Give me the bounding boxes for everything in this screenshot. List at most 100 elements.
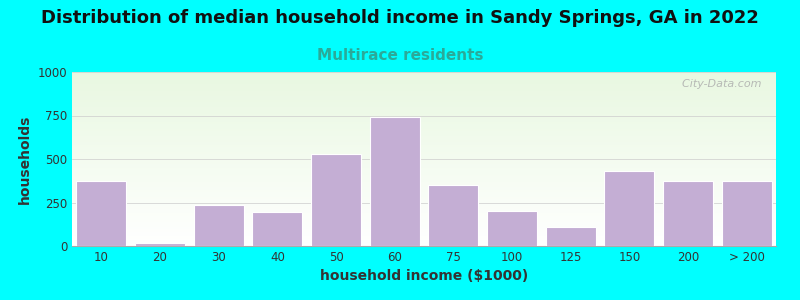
Bar bbox=[72, 161, 776, 163]
Bar bbox=[72, 225, 776, 227]
Bar bbox=[72, 201, 776, 203]
Bar bbox=[72, 204, 776, 206]
Bar bbox=[72, 94, 776, 96]
Bar bbox=[72, 138, 776, 140]
Bar bbox=[72, 173, 776, 175]
Bar bbox=[72, 237, 776, 239]
Bar bbox=[72, 230, 776, 232]
Bar bbox=[72, 211, 776, 213]
Bar bbox=[72, 169, 776, 171]
Bar bbox=[72, 208, 776, 209]
Bar bbox=[72, 242, 776, 244]
Bar bbox=[72, 79, 776, 81]
Bar bbox=[72, 84, 776, 86]
Bar bbox=[72, 171, 776, 173]
Bar bbox=[72, 215, 776, 216]
Bar bbox=[72, 91, 776, 93]
Bar bbox=[72, 122, 776, 124]
Bar bbox=[72, 239, 776, 241]
Bar bbox=[72, 164, 776, 166]
Bar bbox=[605, 171, 654, 246]
Bar bbox=[72, 163, 776, 164]
Bar bbox=[72, 114, 776, 116]
Bar bbox=[72, 124, 776, 126]
Bar bbox=[72, 77, 776, 79]
Bar bbox=[72, 166, 776, 168]
Bar bbox=[72, 182, 776, 183]
Bar bbox=[72, 145, 776, 147]
Bar bbox=[72, 202, 776, 204]
Bar bbox=[72, 159, 776, 161]
Y-axis label: households: households bbox=[18, 114, 32, 204]
Bar bbox=[72, 187, 776, 189]
Bar bbox=[72, 112, 776, 114]
Bar bbox=[72, 128, 776, 129]
Bar bbox=[72, 81, 776, 82]
Bar bbox=[72, 183, 776, 185]
Bar bbox=[72, 222, 776, 224]
Bar bbox=[194, 205, 243, 246]
Bar bbox=[429, 185, 478, 246]
X-axis label: household income ($1000): household income ($1000) bbox=[320, 269, 528, 284]
Bar bbox=[72, 109, 776, 110]
Bar bbox=[72, 89, 776, 91]
Bar bbox=[72, 96, 776, 98]
Bar bbox=[72, 88, 776, 89]
Bar bbox=[72, 232, 776, 234]
Bar bbox=[72, 152, 776, 154]
Bar bbox=[72, 197, 776, 199]
Bar bbox=[546, 227, 595, 246]
Bar bbox=[72, 192, 776, 194]
Bar bbox=[72, 216, 776, 218]
Bar bbox=[487, 211, 537, 246]
Bar bbox=[72, 110, 776, 112]
Bar bbox=[72, 241, 776, 242]
Bar bbox=[72, 131, 776, 133]
Bar bbox=[72, 150, 776, 152]
Bar bbox=[72, 244, 776, 246]
Bar bbox=[72, 82, 776, 84]
Bar bbox=[72, 98, 776, 100]
Bar bbox=[72, 103, 776, 105]
Bar bbox=[72, 72, 776, 74]
Bar bbox=[72, 140, 776, 142]
Bar bbox=[72, 135, 776, 137]
Bar bbox=[72, 142, 776, 143]
Bar bbox=[72, 147, 776, 148]
Bar bbox=[311, 154, 361, 246]
Bar bbox=[72, 236, 776, 237]
Text: City-Data.com: City-Data.com bbox=[675, 79, 762, 89]
Bar bbox=[72, 117, 776, 119]
Bar bbox=[72, 155, 776, 157]
Bar bbox=[72, 136, 776, 138]
Bar bbox=[72, 224, 776, 225]
Bar bbox=[72, 143, 776, 145]
Bar bbox=[72, 218, 776, 220]
Bar bbox=[72, 199, 776, 201]
Bar bbox=[253, 212, 302, 246]
Bar bbox=[72, 190, 776, 192]
Bar bbox=[72, 107, 776, 109]
Bar bbox=[72, 227, 776, 229]
Bar bbox=[663, 181, 713, 246]
Bar bbox=[72, 133, 776, 135]
Bar bbox=[72, 175, 776, 176]
Bar bbox=[72, 157, 776, 159]
Bar bbox=[72, 176, 776, 178]
Bar bbox=[72, 129, 776, 131]
Bar bbox=[72, 213, 776, 215]
Bar bbox=[72, 189, 776, 190]
Bar bbox=[72, 121, 776, 122]
Bar bbox=[72, 148, 776, 150]
Bar bbox=[72, 76, 776, 77]
Bar bbox=[72, 229, 776, 230]
Text: Distribution of median household income in Sandy Springs, GA in 2022: Distribution of median household income … bbox=[41, 9, 759, 27]
Bar bbox=[135, 242, 185, 246]
Bar bbox=[72, 154, 776, 155]
Bar bbox=[72, 180, 776, 182]
Bar bbox=[72, 196, 776, 197]
Bar bbox=[72, 206, 776, 208]
Bar bbox=[72, 185, 776, 187]
Bar bbox=[72, 119, 776, 121]
Bar bbox=[72, 93, 776, 94]
